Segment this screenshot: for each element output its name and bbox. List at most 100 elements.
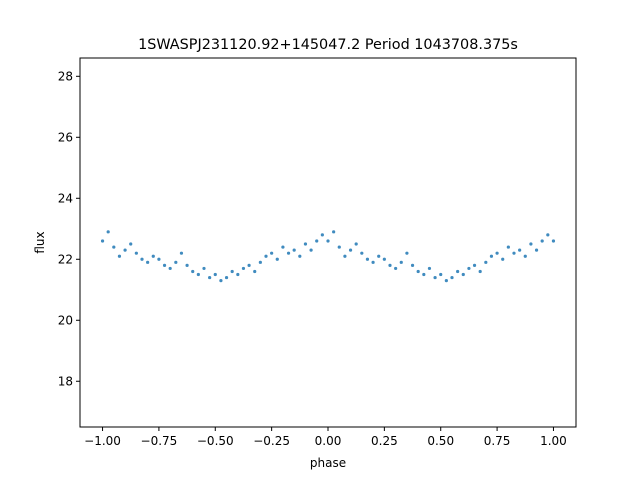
data-point — [506, 245, 510, 249]
y-tick-label: 26 — [58, 130, 73, 144]
data-point — [309, 248, 313, 252]
data-point — [337, 245, 341, 249]
data-point — [112, 245, 116, 249]
data-point — [529, 242, 533, 246]
data-point — [303, 242, 308, 246]
data-point — [123, 248, 127, 252]
data-point — [450, 275, 454, 280]
data-point — [315, 239, 319, 243]
scatter-points — [100, 230, 556, 283]
data-point — [377, 254, 381, 258]
data-point — [264, 254, 268, 258]
data-point — [106, 230, 110, 234]
data-point — [456, 269, 460, 274]
data-point — [410, 263, 415, 267]
data-point — [394, 266, 398, 271]
data-point — [219, 279, 223, 283]
data-point — [157, 257, 161, 261]
chart-title: 1SWASPJ231120.92+145047.2 Period 1043708… — [138, 37, 518, 53]
data-point — [360, 251, 364, 255]
data-point — [134, 251, 138, 255]
data-point — [343, 254, 347, 258]
data-point — [354, 242, 358, 246]
data-point — [247, 263, 251, 267]
data-point — [224, 275, 229, 280]
data-point — [518, 248, 522, 252]
y-tick-label: 20 — [58, 313, 73, 327]
y-tick-label: 22 — [58, 252, 73, 266]
data-point — [168, 266, 172, 271]
x-tick-label: 1.00 — [540, 434, 567, 448]
data-point — [270, 251, 274, 255]
data-point — [213, 272, 217, 277]
data-point — [461, 272, 465, 277]
data-point — [416, 269, 420, 274]
data-point — [146, 260, 150, 264]
data-point — [534, 248, 539, 252]
data-point — [191, 269, 195, 274]
data-point — [185, 263, 189, 267]
x-tick-label: 0.75 — [484, 434, 511, 448]
data-point — [439, 272, 443, 277]
y-tick-label: 24 — [58, 191, 73, 205]
data-point — [484, 260, 488, 264]
x-tick-label: 0.00 — [315, 434, 342, 448]
data-point — [512, 251, 516, 255]
data-point — [540, 239, 544, 243]
data-point — [478, 269, 482, 274]
data-point — [162, 263, 167, 267]
x-tick-label: 0.25 — [371, 434, 398, 448]
data-point — [444, 279, 448, 283]
x-axis: −1.00 −0.75 −0.50 −0.25 0.00 0.25 0.50 0.75 1.00 — [84, 427, 567, 448]
data-point — [236, 272, 240, 277]
data-point — [275, 257, 279, 261]
data-point — [405, 251, 409, 255]
data-point — [253, 269, 257, 274]
data-point — [320, 233, 324, 237]
data-point — [388, 263, 392, 267]
x-tick-label: −0.25 — [253, 434, 290, 448]
data-point — [281, 245, 285, 249]
data-point — [202, 266, 206, 271]
data-point — [129, 242, 133, 246]
data-point — [332, 230, 336, 234]
data-point — [501, 257, 505, 261]
y-axis: 18 20 22 24 26 28 — [58, 69, 80, 388]
data-point — [495, 251, 499, 255]
data-point — [174, 260, 178, 264]
data-point — [365, 257, 370, 261]
data-point — [179, 251, 184, 255]
data-point — [472, 263, 477, 267]
data-point — [551, 239, 556, 243]
data-point — [292, 248, 296, 252]
x-tick-label: −0.50 — [197, 434, 234, 448]
data-point — [427, 266, 432, 271]
data-point — [523, 254, 527, 258]
y-tick-label: 28 — [58, 69, 73, 83]
data-point — [422, 272, 426, 277]
data-point — [382, 257, 386, 261]
data-point — [489, 254, 494, 258]
data-point — [399, 260, 403, 264]
data-point — [433, 275, 437, 280]
y-axis-label: flux — [33, 231, 47, 253]
data-point — [371, 260, 375, 264]
data-point — [140, 257, 144, 261]
data-point — [467, 266, 471, 271]
x-tick-label: 0.50 — [427, 434, 454, 448]
data-point — [298, 254, 302, 258]
data-point — [117, 254, 122, 258]
x-tick-label: −1.00 — [84, 434, 121, 448]
data-point — [326, 239, 330, 243]
data-point — [151, 254, 155, 258]
data-point — [258, 260, 262, 264]
data-point — [546, 233, 550, 237]
x-axis-label: phase — [310, 456, 346, 470]
data-point — [286, 251, 291, 255]
data-point — [100, 239, 105, 243]
y-tick-label: 18 — [58, 374, 73, 388]
data-point — [230, 269, 234, 274]
data-point — [241, 266, 246, 271]
